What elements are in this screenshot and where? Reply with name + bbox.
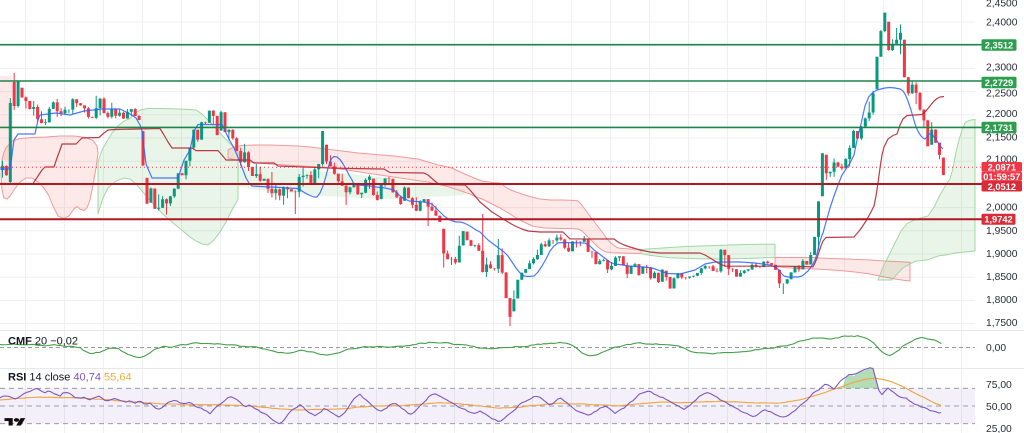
svg-text:2,1000: 2,1000 xyxy=(986,155,1018,166)
svg-text:RSI 14 close 40,74 55,64: RSI 14 close 40,74 55,64 xyxy=(8,372,132,384)
svg-text:2,4000: 2,4000 xyxy=(986,18,1018,29)
svg-text:2,0000: 2,0000 xyxy=(986,203,1018,214)
svg-text:2,3512: 2,3512 xyxy=(985,40,1013,50)
svg-text:2,1731: 2,1731 xyxy=(985,123,1013,133)
svg-text:2,3000: 2,3000 xyxy=(986,63,1018,74)
svg-text:2,0871: 2,0871 xyxy=(988,163,1016,173)
svg-text:1,9000: 1,9000 xyxy=(986,249,1018,260)
svg-text:1,9500: 1,9500 xyxy=(986,226,1018,237)
svg-text:2,1500: 2,1500 xyxy=(986,133,1018,144)
svg-text:2,2000: 2,2000 xyxy=(986,109,1018,120)
svg-text:2,2500: 2,2500 xyxy=(986,89,1018,100)
svg-text:2,2729: 2,2729 xyxy=(985,78,1013,88)
svg-text:01:59:57: 01:59:57 xyxy=(983,172,1020,182)
svg-text:1,7500: 1,7500 xyxy=(986,318,1018,329)
svg-text:75,00: 75,00 xyxy=(986,380,1012,391)
svg-text:2,0512: 2,0512 xyxy=(988,182,1016,192)
svg-text:50,00: 50,00 xyxy=(986,402,1012,413)
svg-text:1,9742: 1,9742 xyxy=(984,215,1012,225)
svg-text:25,00: 25,00 xyxy=(986,424,1012,433)
svg-text:0,00: 0,00 xyxy=(986,343,1006,354)
svg-text:1,8000: 1,8000 xyxy=(986,295,1018,306)
svg-text:CMF 20 −0,02: CMF 20 −0,02 xyxy=(8,336,78,348)
svg-text:1,8500: 1,8500 xyxy=(986,272,1018,283)
svg-text:2,4500: 2,4500 xyxy=(986,0,1018,10)
